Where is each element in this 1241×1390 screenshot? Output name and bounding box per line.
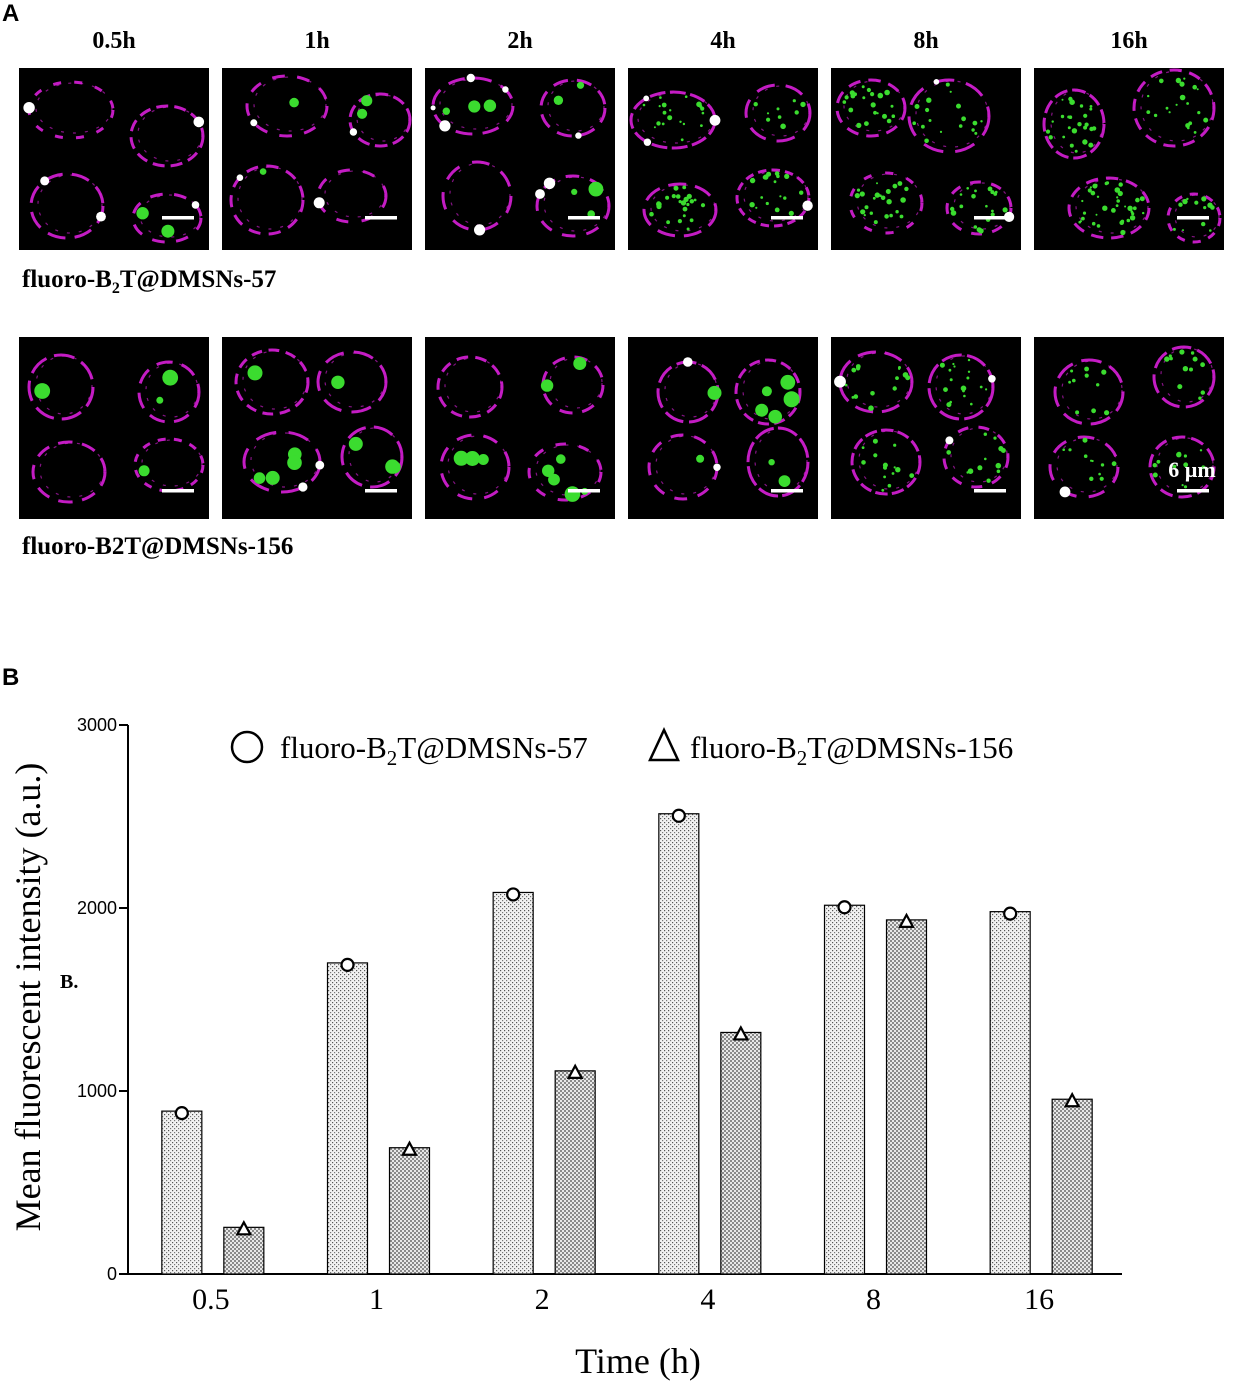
time-label-2: 2h xyxy=(507,28,533,54)
micrograph-r2-c0 xyxy=(19,337,209,519)
marker-triangle xyxy=(1063,1091,1081,1108)
bar-ds57 xyxy=(823,904,866,1275)
y-axis-label: Mean fluorescent intensity (a.u.) xyxy=(8,763,48,1232)
chart-markers xyxy=(174,808,1081,1236)
y-tick-label: 2000 xyxy=(77,898,117,918)
panel-b-letter: B xyxy=(2,664,20,691)
micrograph-r2-c3 xyxy=(628,337,818,519)
legend-triangle-icon xyxy=(648,727,680,762)
time-label-5: 16h xyxy=(1110,28,1148,54)
marker-circle xyxy=(671,808,686,823)
row1-label-sub: 2 xyxy=(111,280,120,297)
y-tick-label: 1000 xyxy=(77,1081,117,1101)
marker-triangle xyxy=(566,1063,584,1079)
bar-ds57 xyxy=(658,813,700,1275)
bar-ds57 xyxy=(989,911,1031,1275)
legend-label-ds57: fluoro-B2T@DMSNs-57 xyxy=(280,730,588,770)
micrograph-r2-c5: 6 µm xyxy=(1034,337,1224,519)
bar-ds57 xyxy=(326,962,369,1275)
marker-triangle xyxy=(732,1025,750,1041)
bar-ds156 xyxy=(554,1070,596,1275)
bar-ds57 xyxy=(161,1110,203,1275)
marker-triangle xyxy=(235,1220,253,1236)
time-label-4: 8h xyxy=(913,28,939,54)
x-tick-label: 8 xyxy=(866,1283,881,1316)
marker-circle xyxy=(340,957,355,972)
x-tick-label: 1 xyxy=(369,1283,384,1316)
time-label-0: 0.5h xyxy=(92,28,136,54)
micrograph-r1-c1 xyxy=(222,68,412,250)
marker-triangle xyxy=(898,912,915,928)
row1-label-post: T@DMSNs-57 xyxy=(119,266,277,293)
bar-ds156 xyxy=(885,919,928,1275)
panel-a-letter: A xyxy=(2,0,20,27)
x-tick-label: 4 xyxy=(700,1283,715,1316)
micrograph-r1-c5 xyxy=(1034,68,1224,250)
row1-label: fluoro-B2T@DMSNs-57 xyxy=(22,266,276,298)
micrograph-r1-c0 xyxy=(19,68,209,250)
x-tick-label: 0.5 xyxy=(192,1283,230,1316)
y-tick-label: 3000 xyxy=(77,715,117,735)
x-tick-label: 2 xyxy=(535,1283,550,1316)
bar-ds156 xyxy=(388,1147,431,1275)
chart-annotation: B. xyxy=(60,971,78,993)
legend: fluoro-B2T@DMSNs-57 fluoro-B2T@DMSNs-156 xyxy=(230,727,1013,770)
marker-circle xyxy=(174,1106,189,1121)
scale-bar-label: 6 µm xyxy=(1168,457,1216,482)
micrograph-r1-c3 xyxy=(628,68,818,250)
bar-ds57 xyxy=(492,891,534,1275)
micrograph-r1-c2 xyxy=(425,68,615,250)
legend-label-ds156: fluoro-B2T@DMSNs-156 xyxy=(690,730,1013,770)
chart-axes xyxy=(119,724,1122,1275)
bar-chart: 0 1000 2000 3000 0.5 1 2 4 8 16 fluoro-B2T@DMSNs-5… xyxy=(8,715,1122,1381)
micrograph-r2-c1 xyxy=(222,337,412,519)
chart-text: 0 1000 2000 3000 0.5 1 2 4 8 16 fluoro-B2T@DMSNs-5… xyxy=(8,715,1054,1381)
time-label-1: 1h xyxy=(304,28,330,54)
marker-triangle xyxy=(401,1140,418,1156)
marker-circle xyxy=(837,900,852,915)
micrograph-r1-c4 xyxy=(831,68,1021,250)
micrograph-r2-c2 xyxy=(425,337,615,519)
row2-label: fluoro-B2T@DMSNs-156 xyxy=(22,533,294,560)
chart-bars xyxy=(161,813,1093,1275)
bar-ds156 xyxy=(720,1031,762,1275)
time-label-3: 4h xyxy=(710,28,736,54)
marker-circle xyxy=(1003,906,1018,921)
x-tick-label: 16 xyxy=(1024,1283,1054,1316)
x-axis-label: Time (h) xyxy=(575,1341,701,1381)
row1-label-pre: fluoro-B xyxy=(22,266,112,293)
legend-circle-icon xyxy=(230,730,264,764)
bar-ds156 xyxy=(1051,1098,1093,1275)
micrograph-r2-c4 xyxy=(831,337,1021,519)
marker-circle xyxy=(506,887,521,902)
y-tick-label: 0 xyxy=(107,1264,117,1284)
